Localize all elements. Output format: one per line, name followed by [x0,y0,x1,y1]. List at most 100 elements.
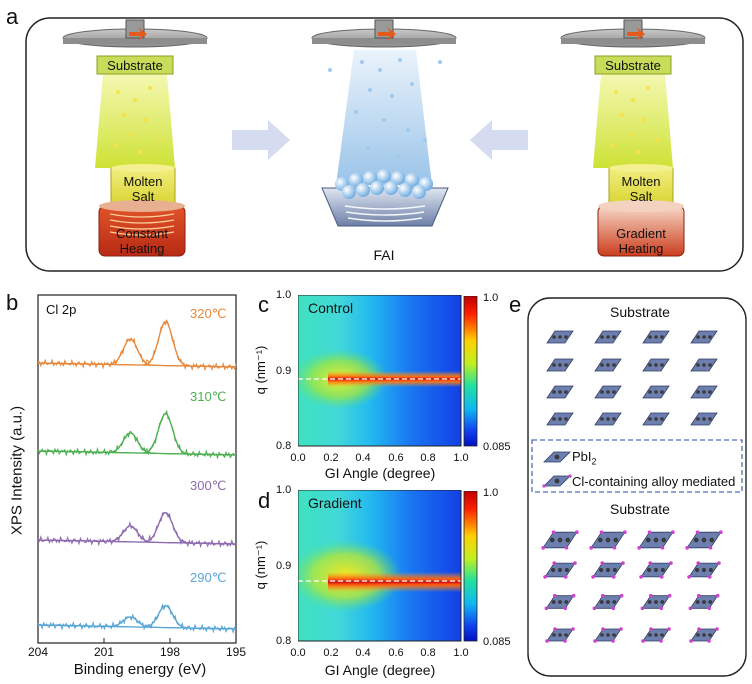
right-substrate-label: Substrate [605,58,661,73]
d-colorbar-min: 0.085 [483,636,511,648]
pbi2-crystal [594,412,622,426]
right-molten-salt-label: Molten Salt [621,174,661,204]
c-colorbar [463,296,478,447]
c-ylabel: q (nm⁻¹) [253,345,268,395]
alloy-crystal [685,530,723,550]
alloy-crystal [592,593,624,611]
pbi2-crystal [546,385,574,399]
pbi2-crystal [594,330,622,344]
panel-e-top-substrate: Substrate [610,304,670,320]
right-evaporation-setup [560,19,706,257]
temp-label-320: 320℃ [190,306,227,321]
alloy-crystal [545,627,575,643]
d-xlabel: GI Angle (degree) [324,662,436,678]
legend-pbi2-label: PbI2 [572,449,597,467]
temp-label-310: 310℃ [190,389,227,404]
panel-letter-c: c [258,292,269,317]
c-xtick-4: 0.8 [420,452,436,464]
pbi2-crystal [642,412,670,426]
d-colorbar-max: 1.0 [483,487,499,499]
panel-a-frame [25,17,744,272]
pbi2-legend-icon [543,451,571,463]
pbi2-crystal [642,330,670,344]
panel-e-frame [527,297,747,677]
d-ylabel: q (nm⁻¹) [253,540,268,590]
d-xtick-0: 0.0 [290,647,306,659]
alloy-crystal [640,593,672,611]
alloy-crystal [544,593,576,611]
xps-xlabel: Binding energy (eV) [73,661,207,678]
alloy-legend-icon [542,474,572,488]
c-xtick-0: 0.0 [290,452,306,464]
c-ytick-2: 0.9 [276,365,292,377]
process-arrow-right-icon [232,120,290,160]
xps-baseline [37,362,237,368]
pbi2-crystal [546,330,574,344]
c-xlabel: GI Angle (degree) [324,465,436,481]
alloy-crystal [637,530,675,550]
c-xtick-5: 1.0 [453,452,469,464]
pbi2-crystal [690,412,718,426]
gisaxs-control-map [298,295,462,447]
constant-heating-label: Constant Heating [115,226,169,256]
legend-alloy-label: Cl-containing alloy mediated [572,474,736,489]
fai-label: FAI [373,247,395,263]
gradient-title: Gradient [308,495,362,511]
xps-ylabel: XPS Intensity (a.u.) [8,405,26,536]
alloy-crystal [591,561,625,579]
c-colorbar-max: 1.0 [483,292,499,304]
gisaxs-gradient-map [298,490,462,642]
alloy-crystal [688,593,720,611]
left-evaporation-setup [62,19,208,257]
c-ytick-3: 0.8 [276,440,292,452]
panel-b-xps-chart [37,294,237,644]
alloy-crystal [593,627,623,643]
alloy-crystal [641,627,671,643]
left-molten-salt-label: Molten Salt [123,174,163,204]
alloy-crystal [543,561,577,579]
d-xtick-5: 1.0 [453,647,469,659]
d-xtick-4: 0.8 [420,647,436,659]
pbi2-crystal [690,330,718,344]
panel-letter-d: d [258,488,271,513]
legend-pbi2-text: PbI [572,449,592,464]
d-ytick-1: 1.0 [276,484,292,496]
control-title: Control [308,300,354,316]
c-xtick-2: 0.4 [355,452,371,464]
d-xtick-1: 0.2 [323,647,339,659]
alloy-crystal [541,530,579,550]
alloy-crystal-grid [541,530,723,643]
xps-baseline [37,539,237,545]
d-ytick-3: 0.8 [276,635,292,647]
pbi2-crystal-grid [546,330,718,426]
cl2p-annotation: Cl 2p [46,302,77,317]
panel-letter-b: b [6,290,19,315]
alloy-crystal [589,530,627,550]
rotation-arrow-icon-3 [627,27,645,41]
rotation-arrow-icon-2 [378,27,396,41]
d-colorbar [463,491,478,642]
xps-baseline [37,450,237,456]
pbi2-crystal [690,385,718,399]
c-xtick-3: 0.6 [388,452,404,464]
xps-plot-frame [37,294,237,644]
panel-e-bottom-substrate: Substrate [610,501,670,517]
xps-spectra-group [37,318,237,635]
xps-xtick-195: 195 [225,645,247,659]
xps-xtick-198: 198 [159,645,181,659]
pbi2-crystal [594,358,622,372]
c-ytick-1: 1.0 [276,289,292,301]
alloy-crystal [639,561,673,579]
pbi2-crystal [642,385,670,399]
pbi2-crystal [546,412,574,426]
temp-label-300: 300℃ [190,478,227,493]
c-colorbar-min: 0.085 [483,441,511,453]
gradient-heating-label: Gradient Heating [616,226,666,256]
panel-letter-a: a [6,4,19,29]
left-substrate-label: Substrate [107,58,163,73]
panel-a-schematic [25,17,744,272]
pbi2-crystal [642,358,670,372]
xps-xtick-201: 201 [93,645,115,659]
alloy-crystal [689,627,719,643]
d-xtick-2: 0.4 [355,647,371,659]
